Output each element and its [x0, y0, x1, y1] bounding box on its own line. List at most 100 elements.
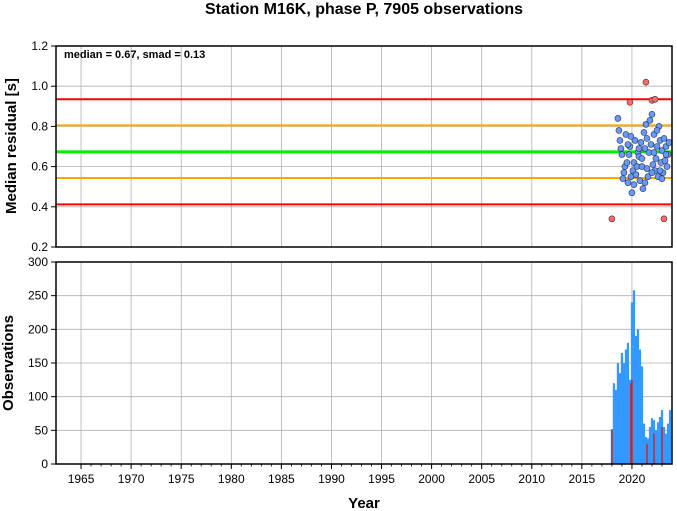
observation-bar	[616, 363, 620, 464]
observation-bar	[638, 349, 642, 464]
residual-point	[632, 171, 640, 178]
residual-point	[619, 175, 627, 182]
y-tick-label: 150	[28, 356, 48, 370]
observation-bar	[626, 342, 630, 464]
observation-bar	[632, 290, 636, 464]
observation-bar	[628, 379, 632, 464]
residual-point	[639, 185, 647, 193]
observations-bars	[610, 290, 672, 464]
x-tick-label: 1985	[268, 472, 295, 486]
observation-bar	[668, 410, 672, 464]
residual-grid	[56, 45, 672, 248]
observation-bar	[618, 373, 622, 464]
y-tick-label: 0.8	[31, 119, 48, 133]
observation-bar	[644, 437, 648, 464]
residual-point	[620, 169, 628, 176]
residual-point	[614, 115, 622, 122]
residual-point	[653, 127, 661, 134]
x-tick-label: 2020	[619, 472, 646, 486]
y-tick-label: 100	[28, 390, 48, 404]
x-tick-label: 1980	[218, 472, 245, 486]
observation-bar	[634, 336, 638, 464]
observation-bar	[654, 430, 658, 464]
residual-point	[625, 151, 633, 158]
x-tick-label: 1990	[318, 472, 345, 486]
residual-point	[641, 179, 649, 186]
residual-point	[616, 137, 624, 144]
residual-point	[662, 151, 670, 158]
residual-point	[642, 121, 650, 128]
residual-point	[650, 149, 658, 156]
observation-bar	[646, 443, 648, 464]
residual-point	[651, 95, 659, 103]
residual-point	[640, 129, 648, 136]
median-annotation: median = 0.67, smad = 0.13	[64, 49, 205, 61]
residual-point	[660, 135, 668, 142]
y-tick-label: 50	[35, 423, 49, 437]
residual-panel-frame	[55, 45, 673, 248]
residual-y-axis-label: Median residual [s]	[3, 78, 20, 214]
residual-point	[630, 181, 638, 188]
y-tick-label: 0.2	[31, 240, 48, 254]
y-tick-label: 0.6	[31, 160, 48, 174]
residual-point	[615, 127, 623, 134]
residual-point	[661, 157, 669, 164]
residual-y-ticks: 0.2 0.4 0.6 0.8 1.0 1.2	[31, 39, 56, 254]
residual-point	[653, 143, 661, 150]
observation-bar	[612, 383, 616, 464]
y-tick-label: 250	[28, 289, 48, 303]
residual-point	[623, 159, 631, 166]
residual-point	[648, 169, 656, 176]
y-tick-label: 1.2	[31, 39, 48, 53]
y-tick-label: 200	[28, 322, 48, 336]
x-tick-label: 2010	[518, 472, 545, 486]
observation-bar	[646, 438, 650, 464]
x-tick-label: 2015	[569, 472, 596, 486]
residual-points	[608, 78, 673, 223]
residual-point	[649, 161, 657, 168]
residual-point	[660, 215, 668, 223]
year-x-ticks: 1965 1970 1975 1980 1985 1990 1995 2000 2005 2010…	[68, 464, 663, 486]
observation-bar	[631, 379, 633, 464]
residual-point	[643, 135, 651, 142]
reference-lines	[56, 98, 672, 206]
observations-y-axis-label: Observations	[0, 315, 17, 411]
observation-bar	[640, 366, 644, 464]
observation-bar	[662, 426, 666, 464]
observation-bar	[622, 363, 626, 464]
residual-point	[648, 111, 656, 118]
observation-bar	[630, 383, 632, 464]
observation-bar	[650, 418, 654, 464]
observation-bar	[642, 423, 646, 464]
residual-point	[642, 78, 650, 86]
residual-point	[631, 137, 639, 144]
year-x-axis-label: Year	[348, 495, 380, 511]
residual-point	[647, 141, 655, 148]
observation-bar	[611, 430, 613, 464]
y-tick-label: 300	[28, 255, 48, 269]
x-tick-label: 1970	[118, 472, 145, 486]
residual-point	[624, 141, 632, 148]
observation-bar	[636, 329, 640, 464]
residual-point	[658, 147, 666, 154]
observations-y-ticks: 0 50 100 150 200 250 300	[28, 255, 56, 471]
observation-bar	[664, 433, 668, 464]
observation-bar	[620, 352, 624, 464]
residual-point	[626, 98, 634, 106]
residual-point	[635, 145, 643, 152]
x-tick-label: 2000	[418, 472, 445, 486]
y-tick-label: 0.4	[31, 200, 48, 214]
observation-bar	[656, 422, 660, 464]
residual-point	[617, 145, 625, 152]
observation-bar	[624, 349, 628, 464]
x-tick-label: 1965	[68, 472, 95, 486]
residual-panel: 0.2 0.4 0.6 0.8 1.0 1.2 median = 0.67, smad =…	[3, 39, 673, 254]
x-tick-label: 1995	[368, 472, 395, 486]
chart-title: Station M16K, phase P, 7905 observations	[205, 1, 523, 18]
residual-point	[618, 151, 626, 158]
residual-point	[644, 173, 652, 180]
residual-point	[624, 179, 632, 186]
residual-point	[627, 133, 635, 140]
